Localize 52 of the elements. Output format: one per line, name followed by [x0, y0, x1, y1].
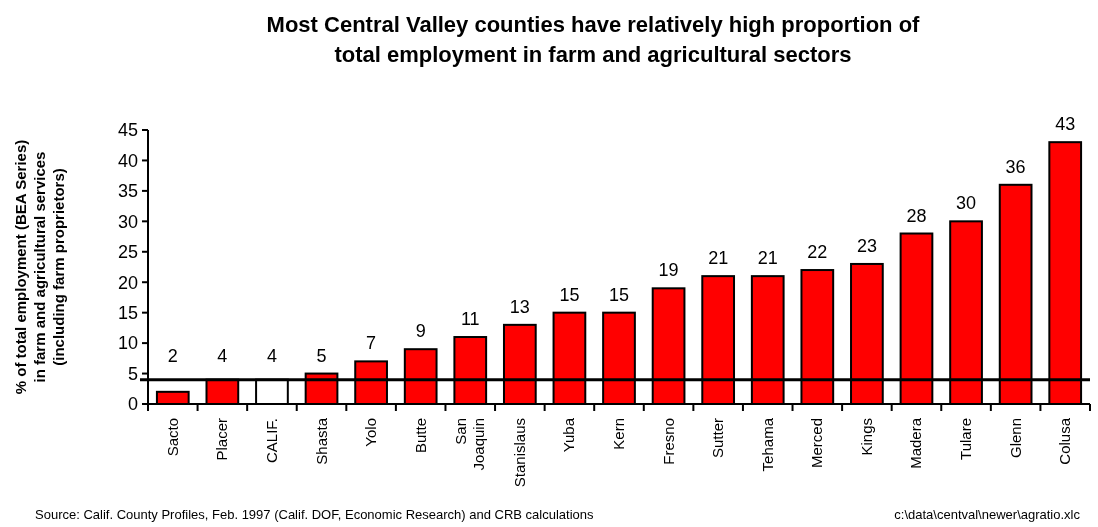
- data-label: 2: [167, 345, 178, 366]
- x-tick-label: Sutter: [709, 418, 727, 459]
- x-tick-label: Tulare: [957, 418, 975, 460]
- data-label: 43: [1055, 114, 1076, 135]
- data-label: 23: [856, 235, 877, 256]
- data-label: 4: [266, 345, 277, 366]
- data-label: 7: [366, 333, 377, 354]
- data-label: 19: [658, 260, 679, 281]
- x-tick-label: Placer: [213, 418, 231, 461]
- y-tick-label: 20: [117, 272, 138, 293]
- source-note: Source: Calif. County Profiles, Feb. 1997 (Calif. DOF, Economic Research) and CRB calculations: [35, 507, 595, 522]
- data-label: 9: [415, 321, 426, 342]
- x-tick-label: Colusa: [1056, 417, 1074, 465]
- x-tick-label: Kern: [610, 418, 627, 450]
- y-tick-label: 5: [127, 363, 138, 384]
- data-label: 30: [956, 193, 977, 214]
- y-tick-label: 25: [117, 242, 138, 263]
- x-tick-label: San Joaquin: [452, 418, 488, 471]
- y-tick-label: 40: [117, 150, 138, 171]
- chart-title: Most Central Valley counties have relatively high proportion of total employment in farm and agricultural sectors: [266, 12, 921, 67]
- x-tick-label: Madera: [907, 417, 925, 469]
- data-label: 15: [608, 284, 630, 305]
- y-tick-label: 45: [117, 120, 138, 141]
- x-tick-label: Kings: [857, 418, 875, 456]
- data-label: 4: [217, 345, 228, 366]
- x-tick-label: Merced: [808, 418, 826, 469]
- y-tick-label: 15: [117, 302, 138, 323]
- x-tick-label: Tehama: [758, 417, 776, 472]
- data-label: 21: [708, 248, 729, 269]
- text: c:\data\centval\newer\agratio.xlc: [894, 507, 1081, 522]
- data-label: 11: [460, 309, 480, 330]
- data-label: 28: [906, 205, 927, 226]
- y-tick-label: 30: [117, 211, 138, 232]
- x-tick-label: Stanislaus: [510, 418, 528, 488]
- x-tick-label: Fresno: [659, 418, 677, 465]
- data-label: 36: [1005, 156, 1026, 177]
- y-axis-title: % of total employment (BEA Series) in farm and agricultural services (including farm proprietors): [12, 139, 67, 395]
- y-tick-label: 0: [127, 394, 138, 415]
- data-label: 15: [559, 284, 580, 305]
- x-tick-label: Butte: [411, 418, 429, 454]
- x-tick-label: Yuba: [560, 417, 578, 453]
- y-tick-label: 10: [117, 333, 138, 354]
- data-label: 21: [757, 248, 778, 269]
- x-tick-label: Glenn: [1006, 418, 1024, 459]
- x-tick-label: Shasta: [312, 417, 330, 465]
- data-label: 5: [316, 345, 327, 366]
- data-label: 22: [807, 242, 828, 263]
- y-tick-label: 35: [117, 181, 138, 202]
- x-tick-label: Yolo: [362, 418, 380, 447]
- data-label: 13: [509, 296, 530, 317]
- x-tick-label: CALIF.: [262, 418, 280, 464]
- x-tick-label: Sacto: [163, 418, 181, 457]
